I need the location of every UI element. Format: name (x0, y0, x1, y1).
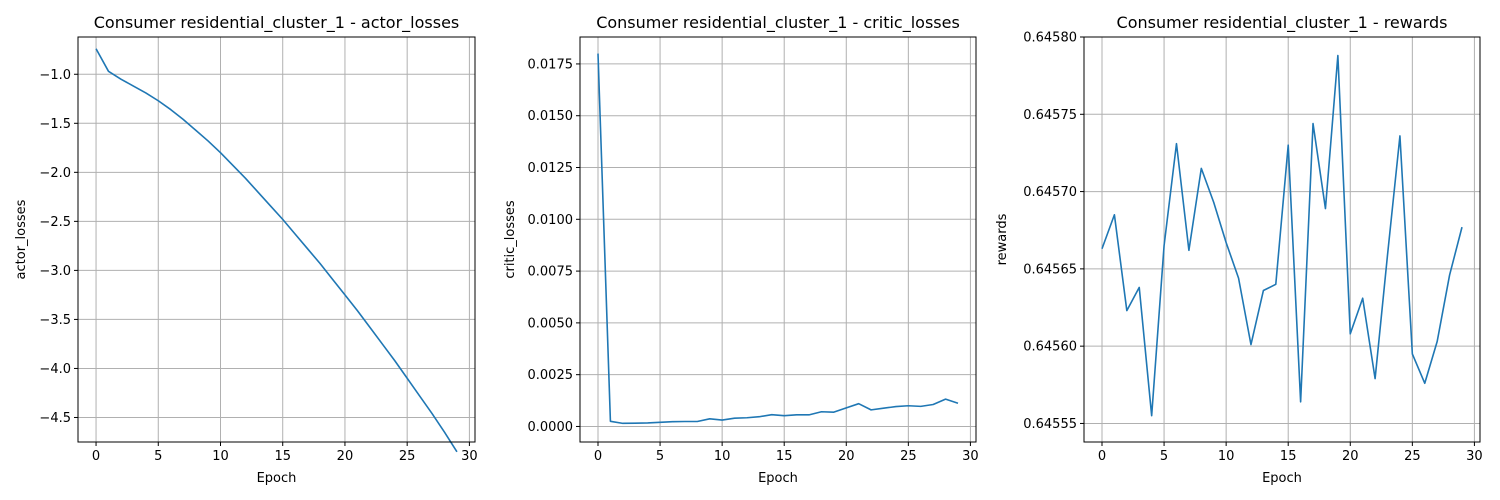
actor-losses-grid (78, 37, 475, 442)
actor-losses-x-tick-label: 15 (274, 449, 291, 464)
actor-losses-series-line (95, 48, 458, 453)
actor-losses-y-axis-label: actor_losses (14, 199, 29, 279)
actor-losses-y-tick-label: −4.5 (39, 411, 71, 426)
actor-losses-y-tick-label: −3.0 (39, 264, 71, 279)
rewards-x-tick-label: 5 (1160, 449, 1168, 464)
rewards-y-tick-label: 0.64560 (1023, 340, 1077, 355)
actor-losses-x-tick-label: 0 (92, 449, 100, 464)
critic-losses-y-tick-label: 0.0000 (528, 420, 574, 435)
critic-losses-x-tick-label: 30 (962, 449, 979, 464)
rewards-y-axis-label: rewards (995, 213, 1010, 265)
critic-losses-grid (580, 37, 976, 442)
actor-losses-y-tick-label: −1.0 (39, 68, 71, 83)
actor-losses-x-tick-label: 30 (461, 449, 478, 464)
actor-losses-ticks: 0 5 10 15 20 25 30 −1.0 −1.5 −2.0 −2.5 −3.0 −3.5 −4.0… (39, 68, 477, 464)
rewards-series (1101, 54, 1463, 417)
rewards-x-tick-label: 30 (1466, 449, 1483, 464)
critic-losses-series (597, 53, 959, 425)
critic-losses-ticks: 0 5 10 15 20 25 30 0.0000 0.0025 0.0050 0.0075 0.01… (528, 57, 979, 464)
critic-losses-y-tick-label: 0.0075 (528, 265, 574, 280)
actor-losses-x-tick-label: 5 (154, 449, 162, 464)
critic-losses-x-tick-label: 0 (594, 449, 602, 464)
actor-losses-chart: 0 5 10 15 20 25 30 −1.0 −1.5 −2.0 −2.5 −3.0 −3.5 −4.0… (14, 13, 478, 486)
actor-losses-y-tick-label: −3.5 (39, 313, 71, 328)
rewards-y-tick-label: 0.64555 (1023, 417, 1077, 432)
rewards-x-tick-label: 10 (1218, 449, 1235, 464)
rewards-x-tick-label: 0 (1098, 449, 1106, 464)
actor-losses-y-tick-label: −1.5 (39, 117, 71, 132)
critic-losses-x-tick-label: 25 (900, 449, 917, 464)
critic-losses-y-tick-label: 0.0150 (528, 109, 574, 124)
rewards-y-tick-label: 0.64575 (1023, 108, 1077, 123)
critic-losses-plot-frame (579, 36, 977, 443)
rewards-y-tick-label: 0.64565 (1023, 262, 1077, 277)
rewards-title: Consumer residential_cluster_1 - rewards (1117, 13, 1448, 33)
actor-losses-y-tick-label: −2.5 (39, 215, 71, 230)
actor-losses-y-tick-label: −2.0 (39, 166, 71, 181)
rewards-y-tick-label: 0.64580 (1023, 31, 1077, 46)
critic-losses-y-tick-label: 0.0175 (528, 57, 574, 72)
critic-losses-y-tick-label: 0.0025 (528, 368, 574, 383)
critic-losses-title: Consumer residential_cluster_1 - critic_… (596, 13, 960, 33)
rewards-x-tick-label: 25 (1404, 449, 1421, 464)
critic-losses-x-axis-label: Epoch (758, 471, 798, 486)
rewards-x-tick-label: 20 (1342, 449, 1359, 464)
actor-losses-y-tick-label: −4.0 (39, 362, 71, 377)
actor-losses-x-tick-label: 25 (399, 449, 416, 464)
actor-losses-series (95, 48, 458, 453)
critic-losses-y-tick-label: 0.0125 (528, 161, 574, 176)
actor-losses-plot-frame (77, 36, 476, 443)
critic-losses-y-tick-label: 0.0100 (528, 213, 574, 228)
rewards-ticks: 0 5 10 15 20 25 30 0.64555 0.64560 0.64565 0.64570… (1023, 31, 1482, 465)
rewards-x-tick-label: 15 (1280, 449, 1297, 464)
critic-losses-series-line (597, 53, 959, 425)
rewards-series-line (1101, 54, 1463, 417)
critic-losses-y-axis-label: critic_losses (503, 200, 518, 279)
critic-losses-x-tick-label: 10 (714, 449, 731, 464)
critic-losses-chart: 0 5 10 15 20 25 30 0.0000 0.0025 0.0050 0.0075 0.01… (503, 13, 979, 486)
actor-losses-title: Consumer residential_cluster_1 - actor_l… (94, 13, 460, 33)
actor-losses-x-axis-label: Epoch (257, 471, 297, 486)
rewards-y-tick-label: 0.64570 (1023, 185, 1077, 200)
actor-losses-x-tick-label: 10 (212, 449, 229, 464)
rewards-chart: 0 5 10 15 20 25 30 0.64555 0.64560 0.64565 0.64570… (995, 13, 1483, 486)
critic-losses-y-tick-label: 0.0050 (528, 316, 574, 331)
actor-losses-x-tick-label: 20 (337, 449, 354, 464)
rewards-plot-frame (1083, 36, 1481, 443)
rewards-x-axis-label: Epoch (1262, 471, 1302, 486)
critic-losses-x-tick-label: 5 (656, 449, 664, 464)
critic-losses-x-tick-label: 15 (776, 449, 793, 464)
critic-losses-x-tick-label: 20 (838, 449, 855, 464)
